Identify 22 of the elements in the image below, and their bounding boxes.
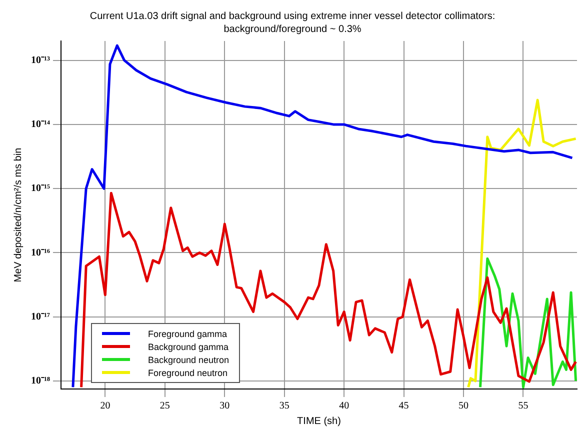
- x-tick-label: 50: [458, 400, 469, 412]
- chart-subtitle: background/foreground ~ 0.3%: [224, 24, 362, 35]
- x-tick-label: 20: [100, 400, 110, 412]
- y-tick-label: 10⁻¹³: [30, 54, 50, 66]
- x-tick-label: 25: [160, 400, 170, 412]
- x-tick-label: 35: [279, 400, 290, 412]
- x-tick-label: 55: [518, 400, 528, 412]
- legend-label: Foreground neutron: [148, 368, 228, 378]
- x-tick-label: 30: [220, 400, 230, 412]
- chart-title: Current U1a.03 drift signal and background using extreme inner vessel detector collimators:: [90, 10, 496, 22]
- y-tick-label: 10⁻¹⁵: [30, 183, 50, 194]
- legend-label: Foreground gamma: [148, 328, 228, 338]
- y-axis-title: MeV deposited/n/cm²/s ms bin: [12, 148, 24, 282]
- x-axis-title: TIME (sh): [297, 416, 341, 427]
- y-tick-label: 10⁻¹⁴: [30, 119, 50, 130]
- y-tick-label: 10⁻¹⁷: [30, 311, 50, 322]
- legend-label: Background gamma: [148, 342, 229, 352]
- x-tick-label: 40: [339, 400, 350, 412]
- y-tick-label: 10⁻¹⁸: [30, 376, 50, 387]
- x-tick-label: 45: [398, 400, 409, 412]
- y-tick-label: 10⁻¹⁶: [30, 247, 50, 258]
- legend-label: Background neutron: [148, 354, 230, 364]
